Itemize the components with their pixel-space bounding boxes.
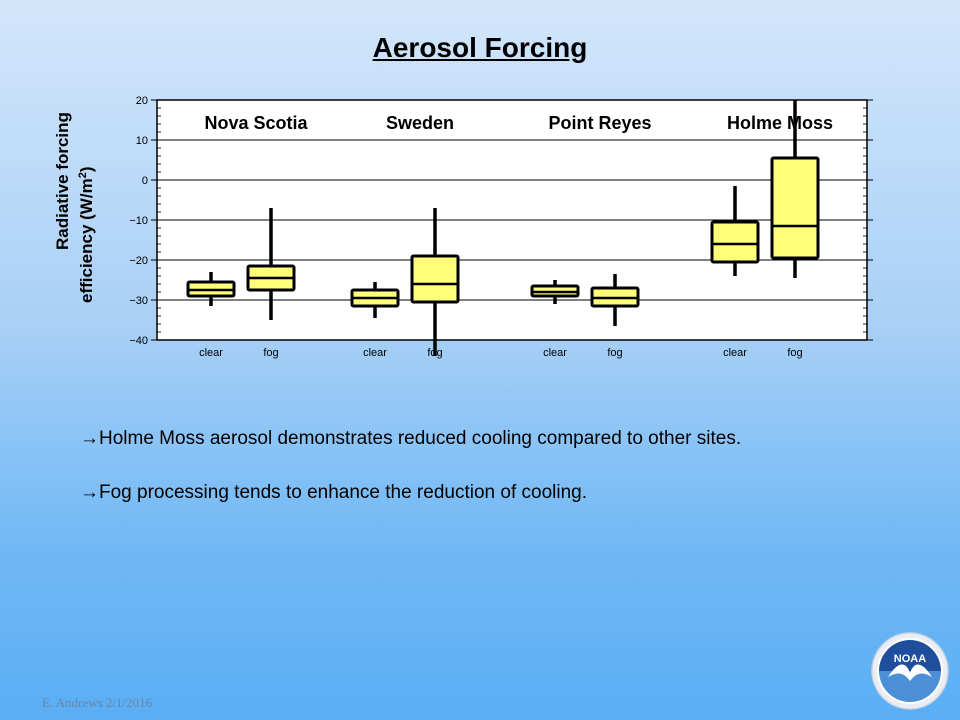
footer-text: E. Andrews 2/1/2016 bbox=[42, 695, 153, 710]
y-axis-label-end: ) bbox=[77, 167, 96, 173]
x-category-label-3: fog bbox=[427, 347, 442, 359]
box-holme-moss-clear bbox=[710, 186, 760, 276]
y-axis-label: Radiative forcing efficiency (W/m2) bbox=[53, 112, 96, 303]
box-holme-moss-fog bbox=[770, 100, 820, 278]
x-category-label-4: clear bbox=[543, 347, 567, 359]
site-label-2: Point Reyes bbox=[548, 113, 651, 133]
bullet-list: →Holme Moss aerosol demonstrates reduced… bbox=[80, 428, 940, 536]
y-tick-label-3: −10 bbox=[129, 215, 148, 227]
y-axis-label-line1: Radiative forcing bbox=[53, 112, 72, 250]
y-axis-label-superscript: 2 bbox=[77, 172, 89, 178]
box-nova-scotia-fog bbox=[246, 208, 296, 320]
box-point-reyes-clear bbox=[530, 280, 580, 304]
box-sweden-clear bbox=[350, 282, 400, 318]
site-label-bg-1 bbox=[381, 109, 459, 139]
y-tick-label-4: −20 bbox=[129, 255, 148, 267]
x-category-label-0: clear bbox=[199, 347, 223, 359]
site-label-0: Nova Scotia bbox=[204, 113, 308, 133]
bullet-item-1: →Holme Moss aerosol demonstrates reduced… bbox=[80, 428, 742, 449]
noaa-logo-icon: NOAA bbox=[871, 632, 949, 710]
x-category-label-1: fog bbox=[263, 347, 278, 359]
site-label-1: Sweden bbox=[386, 113, 454, 133]
box-plot-chart: Radiative forcing efficiency (W/m2) 2010… bbox=[53, 95, 873, 359]
y-axis-label-line2: efficiency (W/m2) bbox=[77, 167, 96, 304]
box-nova-scotia-clear bbox=[186, 272, 236, 306]
x-category-label-7: fog bbox=[787, 347, 802, 359]
slide-title: Aerosol Forcing bbox=[372, 32, 588, 63]
bullet-item-2: →Fog processing tends to enhance the red… bbox=[80, 482, 587, 503]
box-iqr bbox=[710, 220, 760, 264]
box-iqr bbox=[410, 254, 460, 304]
site-label-bg-3 bbox=[721, 109, 839, 139]
x-category-label-5: fog bbox=[607, 347, 622, 359]
minor-ticks bbox=[151, 99, 873, 341]
box-sweden-fog bbox=[410, 208, 460, 356]
y-tick-label-5: −30 bbox=[129, 295, 148, 307]
y-tick-label-2: 0 bbox=[142, 175, 148, 187]
site-label-3: Holme Moss bbox=[727, 113, 833, 133]
y-tick-label-6: −40 bbox=[129, 335, 148, 347]
y-tick-label-0: 20 bbox=[136, 95, 148, 107]
x-category-labels: clear fog clear fog clear fog clear fog bbox=[199, 347, 803, 359]
site-label-bg-2 bbox=[535, 109, 665, 139]
site-label-bg-0 bbox=[191, 109, 321, 139]
y-tick-label-1: 10 bbox=[136, 135, 148, 147]
x-category-label-6: clear bbox=[723, 347, 747, 359]
logo-text: NOAA bbox=[894, 653, 926, 665]
y-axis-label-main: efficiency (W/m bbox=[77, 178, 96, 303]
box-point-reyes-fog bbox=[590, 274, 640, 326]
box-iqr bbox=[770, 156, 820, 260]
boxes bbox=[186, 100, 820, 356]
site-labels: Nova Scotia Sweden Point Reyes Holme Moss bbox=[191, 109, 839, 139]
x-category-label-2: clear bbox=[363, 347, 387, 359]
y-tick-labels: 20 10 0 −10 −20 −30 −40 bbox=[129, 95, 148, 347]
